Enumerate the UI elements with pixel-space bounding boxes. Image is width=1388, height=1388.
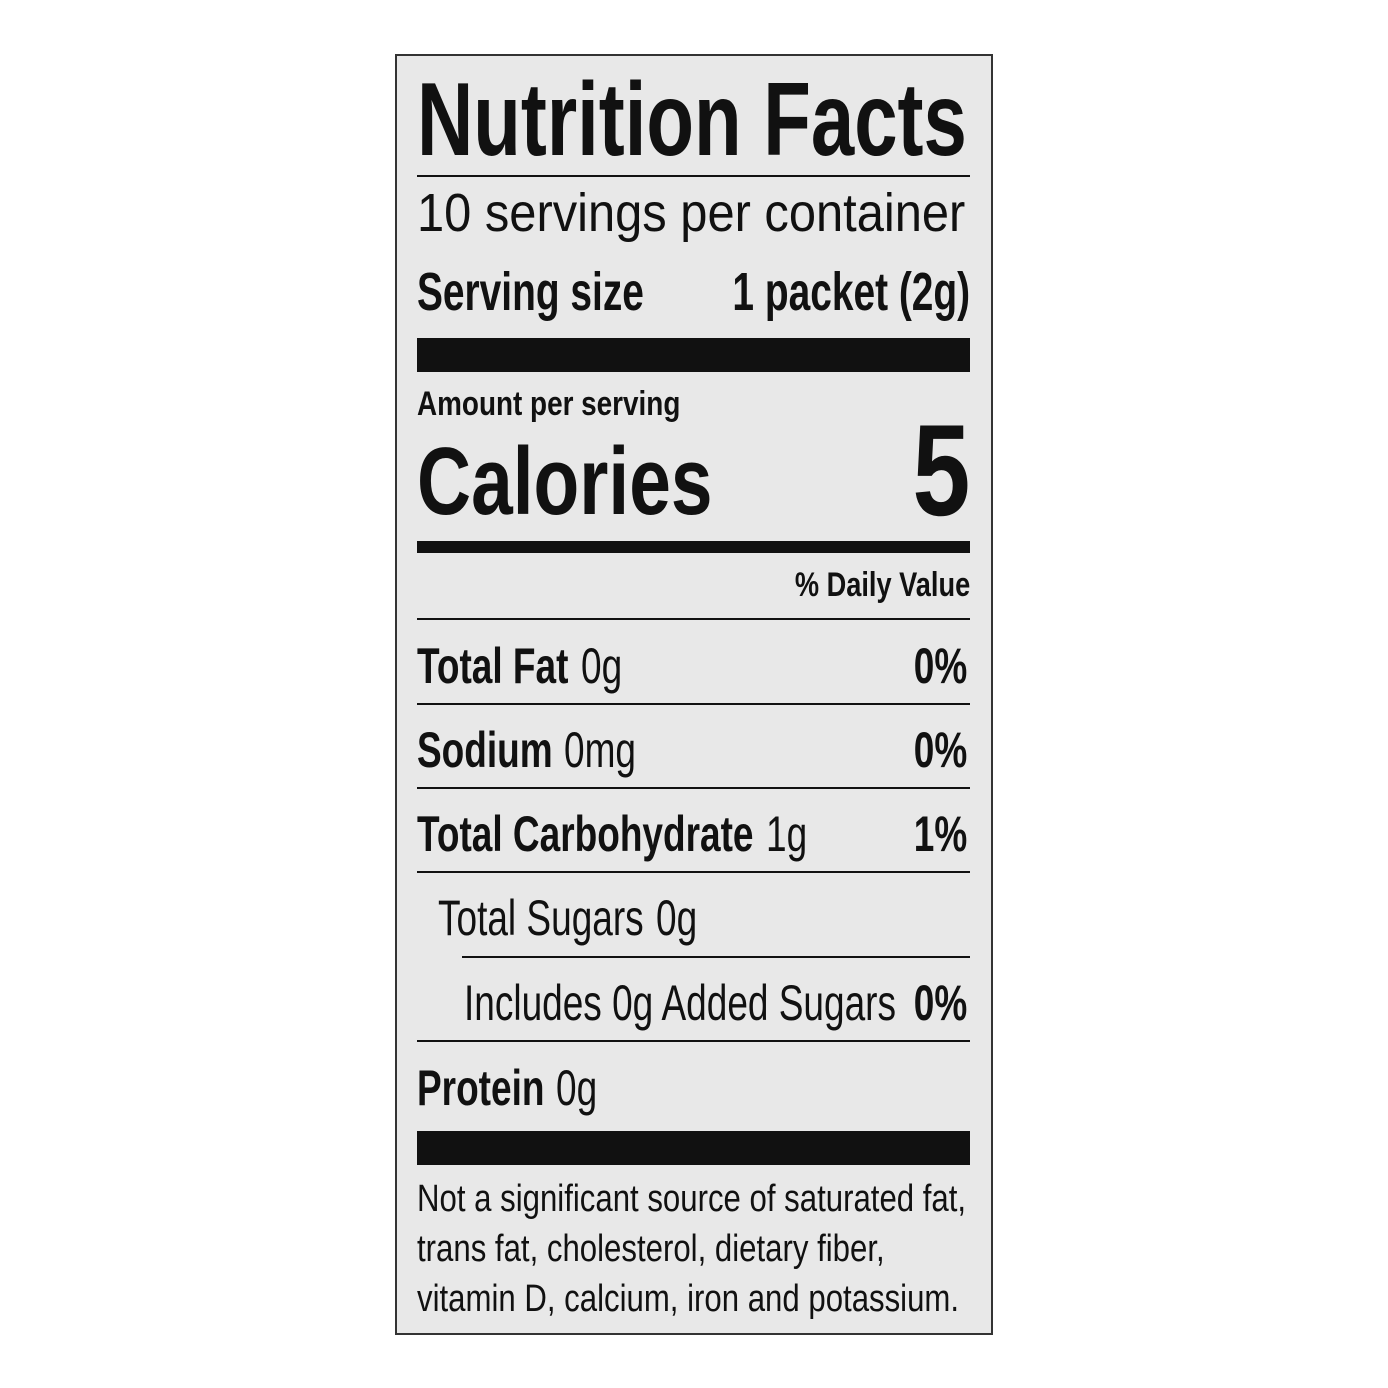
rule: [417, 338, 970, 372]
rule: [417, 175, 970, 177]
nutrient-amount: 0g: [580, 638, 622, 694]
nutrient-name: Sodium: [417, 722, 553, 778]
footnote-line: vitamin D, calcium, iron and potassium.: [417, 1278, 960, 1320]
rule: [462, 956, 970, 958]
nutrient-amount: 0g: [556, 1060, 598, 1116]
nutrient-name: Total Sugars: [438, 890, 644, 946]
serving-size-value: 1 packet (2g): [732, 262, 970, 322]
calories-label: Calories: [417, 428, 713, 535]
nutrient-name: Protein: [417, 1060, 545, 1116]
title: Nutrition Facts: [417, 62, 967, 178]
nutrient-amount: 0g: [655, 890, 697, 946]
nutrient-amount: 0mg: [564, 722, 637, 778]
nutrient-dv: 0%: [913, 638, 967, 694]
servings-per-container: 10 servings per container: [417, 183, 966, 243]
nutrition-label: [395, 54, 993, 1335]
rule: [417, 787, 970, 789]
footnote-line: Not a significant source of saturated fa…: [417, 1178, 967, 1220]
nutrient-amount: 1g: [765, 806, 807, 862]
rule: [417, 541, 970, 553]
rule: [417, 703, 970, 705]
serving-size-label: Serving size: [417, 262, 644, 322]
nutrient-dv: 1%: [913, 806, 967, 862]
rule: [417, 1131, 970, 1165]
amount-per-serving: Amount per serving: [417, 385, 681, 423]
nutrient-name: Total Fat: [417, 638, 569, 694]
footnote-line: trans fat, cholesterol, dietary fiber,: [417, 1228, 885, 1270]
rule: [417, 871, 970, 873]
nutrient-name: Total Carbohydrate: [417, 806, 754, 862]
nutrient-name: Includes 0g Added Sugars: [464, 975, 896, 1031]
rule: [417, 618, 970, 620]
calories-value: 5: [912, 397, 970, 543]
daily-value-header: % Daily Value: [794, 566, 970, 604]
nutrient-dv: 0%: [913, 722, 967, 778]
nutrient-dv: 0%: [913, 975, 967, 1031]
rule: [417, 1040, 970, 1042]
